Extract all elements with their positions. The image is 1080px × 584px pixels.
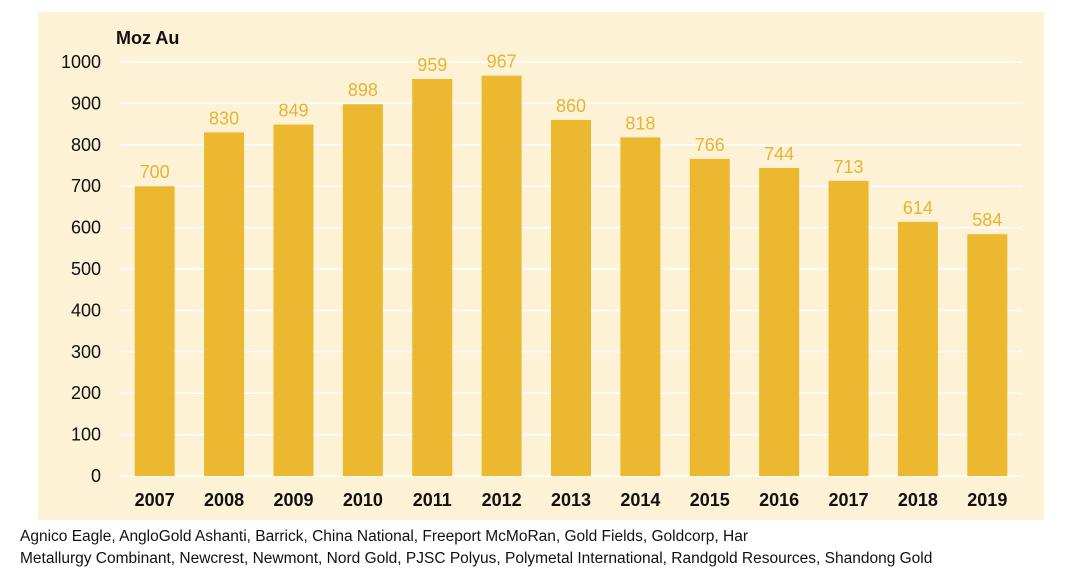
bar [204, 132, 245, 476]
y-tick-label: 300 [71, 342, 101, 362]
data-label: 967 [487, 52, 517, 72]
bar [689, 158, 730, 476]
bar [273, 124, 314, 476]
x-tick-label: 2018 [898, 490, 938, 510]
y-tick-label: 600 [71, 218, 101, 238]
bar [620, 137, 661, 476]
bar [759, 167, 800, 476]
bar [551, 119, 591, 477]
footnote-line-1: Agnico Eagle, AngloGold Ashanti, Barrick… [20, 528, 748, 545]
y-tick-label: 800 [71, 135, 101, 155]
x-tick-label: 2010 [343, 490, 383, 510]
data-labels: 700 830 849 898 959 967 860 818 766 744 713 614 584 [140, 52, 1003, 231]
data-label: 818 [625, 113, 655, 133]
x-tick-label: 2014 [620, 490, 660, 510]
data-label: 614 [903, 198, 933, 218]
bar [342, 104, 383, 476]
y-tick-label: 100 [71, 425, 101, 445]
x-tick-label: 2012 [482, 490, 522, 510]
x-axis-ticks: 2007 2008 2009 2010 2011 2012 2013 2014 2015 2016… [135, 490, 1008, 510]
y-axis-label: Moz Au [116, 28, 179, 48]
footnote-line-2: Metallurgy Combinant, Newcrest, Newmont,… [20, 550, 933, 567]
footnote: Agnico Eagle, AngloGold Ashanti, Barrick… [20, 526, 1076, 570]
data-label: 713 [834, 157, 864, 177]
x-tick-label: 2015 [690, 490, 730, 510]
y-tick-label: 700 [71, 176, 101, 196]
data-label: 766 [695, 135, 725, 155]
bar [967, 234, 1008, 476]
y-tick-label: 900 [71, 93, 101, 113]
data-label: 744 [764, 144, 794, 164]
data-label: 830 [209, 108, 239, 128]
data-label: 898 [348, 80, 378, 100]
x-tick-label: 2008 [204, 490, 244, 510]
data-label: 700 [140, 162, 170, 182]
x-tick-label: 2019 [967, 490, 1007, 510]
x-tick-label: 2016 [759, 490, 799, 510]
bar [897, 221, 938, 476]
y-tick-label: 200 [71, 383, 101, 403]
x-tick-label: 2013 [551, 490, 591, 510]
bar [481, 75, 522, 477]
x-tick-label: 2017 [829, 490, 869, 510]
y-axis-ticks: 0 100 200 300 400 500 600 700 800 900 1000 [61, 52, 101, 486]
data-label: 584 [972, 210, 1002, 230]
y-tick-label: 1000 [61, 52, 101, 72]
bar [828, 180, 869, 476]
bars [134, 75, 1008, 477]
data-label: 849 [278, 101, 308, 121]
x-tick-label: 2011 [413, 490, 452, 510]
y-tick-label: 500 [71, 259, 101, 279]
bar [134, 186, 175, 476]
data-label: 860 [556, 96, 586, 116]
x-tick-label: 2009 [273, 490, 313, 510]
x-tick-label: 2007 [135, 490, 175, 510]
y-tick-label: 0 [91, 466, 101, 486]
data-label: 959 [417, 55, 447, 75]
y-tick-label: 400 [71, 300, 101, 320]
bar [412, 78, 453, 476]
